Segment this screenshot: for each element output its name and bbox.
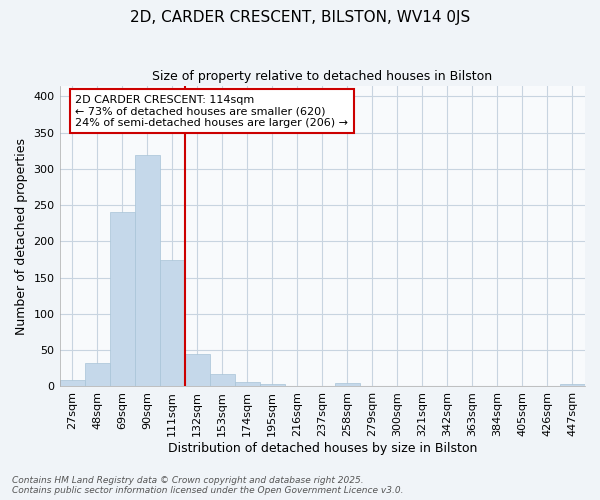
- Text: Contains HM Land Registry data © Crown copyright and database right 2025.
Contai: Contains HM Land Registry data © Crown c…: [12, 476, 404, 495]
- Bar: [85, 362, 110, 386]
- Text: 2D, CARDER CRESCENT, BILSTON, WV14 0JS: 2D, CARDER CRESCENT, BILSTON, WV14 0JS: [130, 10, 470, 25]
- X-axis label: Distribution of detached houses by size in Bilston: Distribution of detached houses by size …: [167, 442, 477, 455]
- Bar: [560, 384, 585, 386]
- Bar: [235, 382, 260, 386]
- Bar: [185, 354, 209, 386]
- Bar: [134, 155, 160, 386]
- Y-axis label: Number of detached properties: Number of detached properties: [15, 138, 28, 334]
- Bar: [160, 260, 185, 386]
- Bar: [59, 380, 85, 386]
- Title: Size of property relative to detached houses in Bilston: Size of property relative to detached ho…: [152, 70, 493, 83]
- Bar: [209, 374, 235, 386]
- Bar: [110, 212, 134, 386]
- Text: 2D CARDER CRESCENT: 114sqm
← 73% of detached houses are smaller (620)
24% of sem: 2D CARDER CRESCENT: 114sqm ← 73% of deta…: [76, 94, 349, 128]
- Bar: [335, 383, 360, 386]
- Bar: [260, 384, 285, 386]
